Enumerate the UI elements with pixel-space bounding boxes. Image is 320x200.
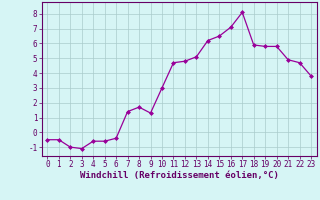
X-axis label: Windchill (Refroidissement éolien,°C): Windchill (Refroidissement éolien,°C) [80,171,279,180]
